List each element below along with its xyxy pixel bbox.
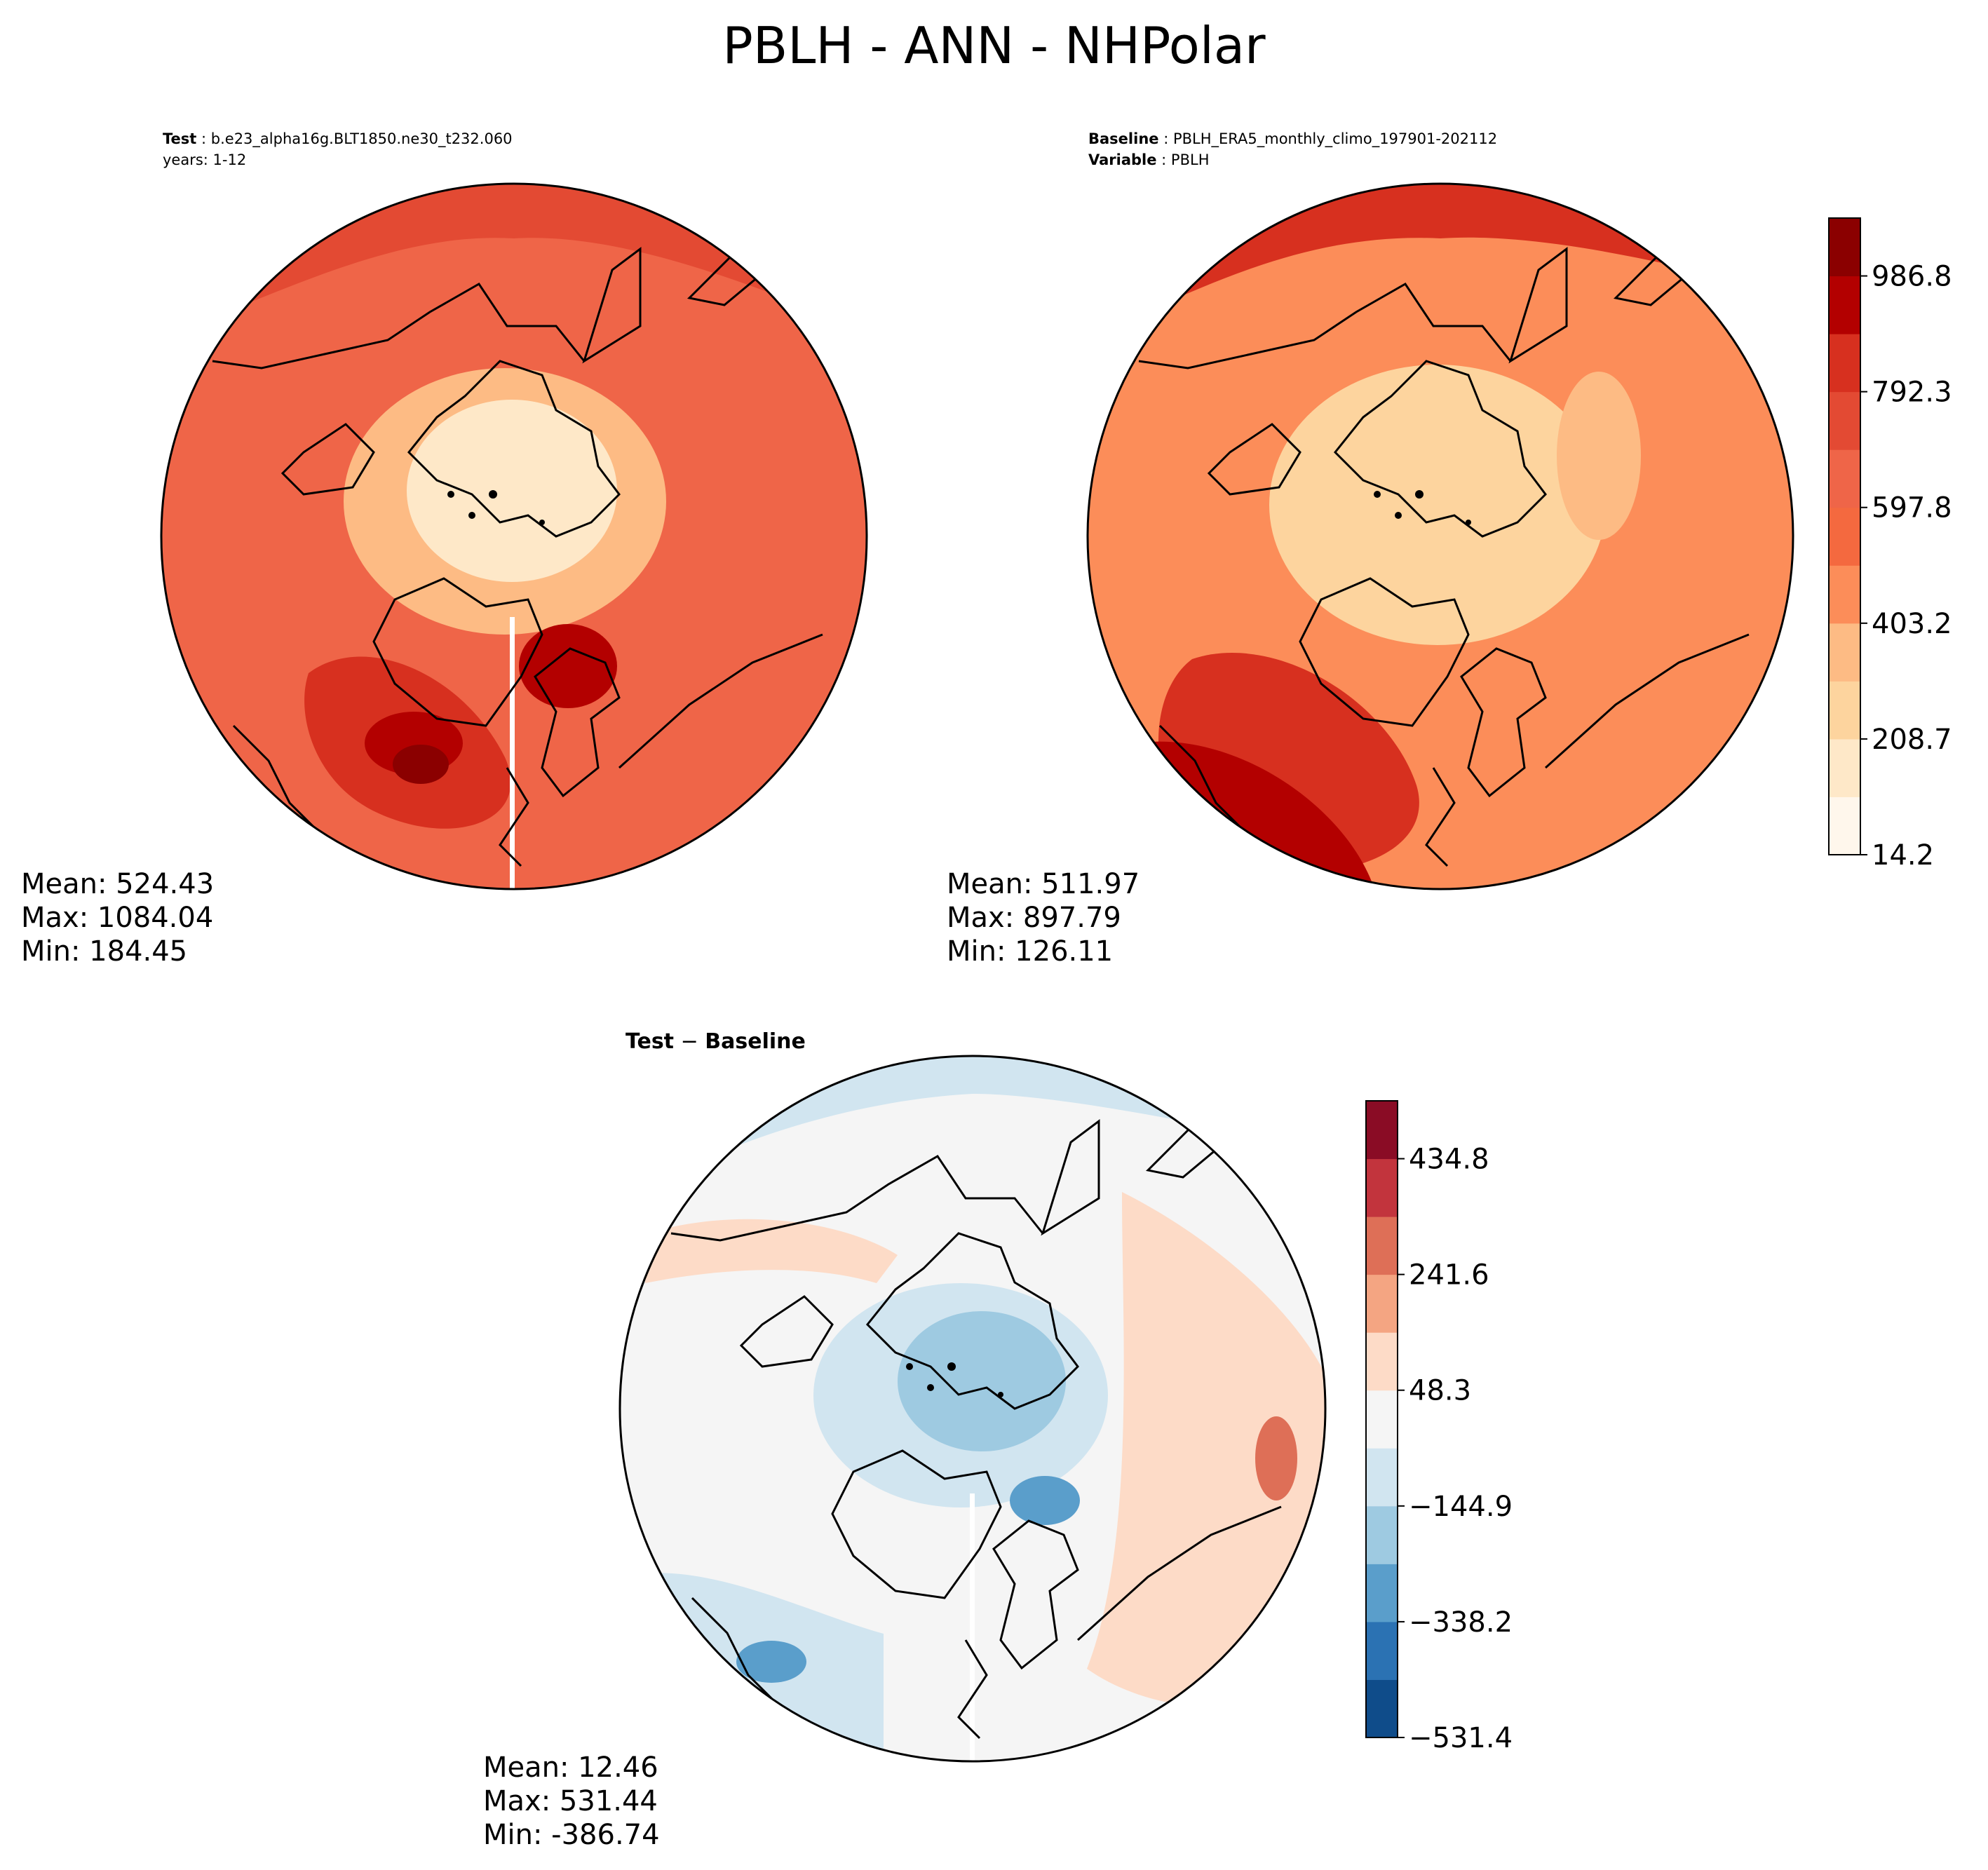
test-mean: Mean: 524.43 [21, 868, 215, 900]
diff-max: Max: 531.44 [483, 1785, 658, 1817]
diff-colorbar-segment [1366, 1564, 1398, 1622]
test-field-arctic-inner [407, 400, 617, 582]
baseline-colorbar-frame [1828, 217, 1861, 855]
figure-title: PBLH - ANN - NHPolar [722, 16, 1266, 75]
test-case-label: Test [163, 130, 197, 147]
baseline-colorbar-segment [1829, 334, 1860, 393]
test-field-core [393, 745, 449, 784]
diff-title-test: Test [626, 1029, 675, 1054]
diff-title-baseline: Baseline [705, 1029, 806, 1054]
diff-colorbar-segment [1366, 1217, 1398, 1275]
diff-title-operator: − [674, 1029, 705, 1054]
diff-field-arctic-inner [898, 1311, 1066, 1451]
diff-min: Min: -386.74 [483, 1819, 660, 1851]
baseline-colorbar-segment [1829, 738, 1860, 797]
baseline-field-arctic [1269, 365, 1606, 645]
diff-seam [970, 1493, 975, 1761]
diff-colorbar-segment [1366, 1332, 1398, 1391]
baseline-case-name: PBLH_ERA5_monthly_climo_197901-202112 [1172, 130, 1498, 147]
baseline-map [1086, 182, 1794, 890]
diff-stats: Mean: 12.46 Max: 531.44 Min: -386.74 [483, 1751, 660, 1852]
diff-colorbar: −531.4 −338.2 −144.9 48.3 241.6 434.8 [1365, 1100, 1513, 1754]
diff-colorbar-segment [1366, 1390, 1398, 1449]
baseline-colorbar-tick-label: 792.3 [1872, 377, 1952, 409]
test-boundary [160, 182, 868, 890]
diff-colorbar-tick-label: 241.6 [1409, 1259, 1489, 1292]
diff-title: Test − Baseline [626, 1029, 806, 1054]
baseline-colorbar-segment [1829, 507, 1860, 566]
diff-colorbar-tick-label: −338.2 [1409, 1606, 1513, 1639]
baseline-header: Baseline : PBLH_ERA5_monthly_climo_19790… [1088, 130, 1498, 168]
baseline-colorbar-tick-label: 597.8 [1872, 492, 1952, 524]
diff-field-max [1255, 1416, 1297, 1500]
baseline-colorbar-tick-label: 403.2 [1872, 608, 1952, 640]
baseline-field-siberia [1557, 372, 1641, 540]
diff-colorbar-segment [1366, 1505, 1398, 1564]
baseline-colorbar-segment [1829, 391, 1860, 450]
diff-colorbar-segment [1366, 1274, 1398, 1333]
diff-colorbar-tick-label: −531.4 [1409, 1722, 1513, 1754]
baseline-colorbar: 14.2 208.7 403.2 597.8 792.3 986.8 [1828, 217, 1952, 872]
test-max: Max: 1084.04 [21, 902, 214, 934]
baseline-variable-label: Variable [1088, 151, 1157, 168]
diff-colorbar-segment [1366, 1158, 1398, 1217]
diff-colorbar-segment [1366, 1679, 1398, 1738]
diff-colorbar-tick-label: −144.9 [1409, 1491, 1513, 1523]
diff-boundary [618, 1055, 1327, 1763]
baseline-colorbar-segment [1829, 623, 1860, 682]
diff-map [618, 1055, 1327, 1763]
baseline-colorbar-segment [1829, 797, 1860, 855]
test-header: Test : b.e23_alpha16g.BLT1850.ne30_t232.… [163, 128, 513, 170]
diff-field-siberia [645, 1219, 898, 1283]
baseline-boundary [1086, 182, 1794, 890]
diff-colorbar-segment [1366, 1448, 1398, 1507]
test-map [160, 182, 868, 890]
test-field-barents-max [519, 624, 617, 708]
diff-field-barents [1010, 1476, 1080, 1525]
baseline-colorbar-segment [1829, 276, 1860, 334]
test-years: years: 1-12 [163, 151, 247, 168]
diff-colorbar-tick-label: 48.3 [1409, 1375, 1471, 1407]
test-stats: Mean: 524.43 Max: 1084.04 Min: 184.45 [21, 867, 214, 968]
baseline-colorbar-tick-label: 208.7 [1872, 724, 1952, 756]
diff-colorbar-segment [1366, 1621, 1398, 1680]
diff-colorbar-segment [1366, 1101, 1398, 1160]
baseline-stats: Mean: 511.97 Max: 897.79 Min: 126.11 [947, 867, 1140, 968]
test-case-name: b.e23_alpha16g.BLT1850.ne30_t232.060 [210, 130, 513, 147]
baseline-min: Min: 126.11 [947, 935, 1114, 968]
baseline-colorbar-segment [1829, 449, 1860, 508]
baseline-colorbar-tick-label: 986.8 [1872, 261, 1952, 293]
baseline-colorbar-segment [1829, 565, 1860, 624]
baseline-colorbar-tick-label: 14.2 [1872, 839, 1934, 872]
baseline-case-label: Baseline [1088, 130, 1159, 147]
diff-field-atlantic-min [736, 1641, 806, 1683]
baseline-mean: Mean: 511.97 [947, 868, 1140, 900]
diff-colorbar-tick-label: 434.8 [1409, 1144, 1489, 1176]
test-seam [510, 617, 515, 889]
diff-colorbar-frame [1365, 1100, 1398, 1738]
baseline-colorbar-segment [1829, 218, 1860, 277]
test-min: Min: 184.45 [21, 935, 188, 968]
baseline-max: Max: 897.79 [947, 902, 1121, 934]
baseline-variable-name: PBLH [1170, 151, 1210, 168]
diff-mean: Mean: 12.46 [483, 1752, 658, 1784]
baseline-colorbar-segment [1829, 681, 1860, 740]
